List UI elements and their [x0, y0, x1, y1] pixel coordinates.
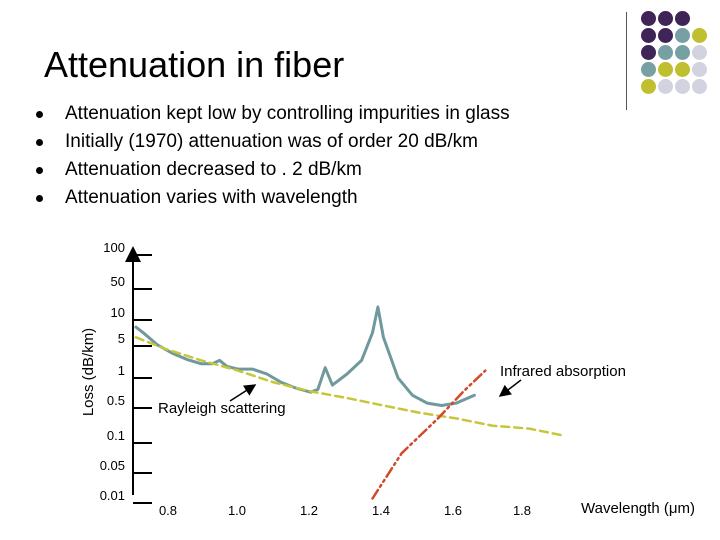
bullet-dot-icon [36, 166, 43, 174]
decorative-dot [641, 28, 656, 43]
decorative-dot [658, 79, 673, 94]
decorative-dot [658, 45, 673, 60]
bullet-item: Attenuation kept low by controlling impu… [36, 100, 510, 128]
decorative-dot [675, 45, 690, 60]
bullet-list: Attenuation kept low by controlling impu… [36, 100, 510, 212]
bullet-dot-icon [36, 138, 43, 146]
decorative-divider [626, 12, 627, 110]
bullet-dot-icon [36, 194, 43, 202]
decorative-dot [675, 28, 690, 43]
bullet-item: Initially (1970) attenuation was of orde… [36, 128, 510, 156]
annotation-arrow [498, 379, 522, 397]
decorative-dot [692, 45, 707, 60]
x-tick-label: 1.8 [513, 503, 531, 518]
bullet-text: Attenuation varies with wavelength [65, 187, 358, 208]
x-tick-label: 1.6 [444, 503, 462, 518]
y-tick-label: 0.5 [107, 393, 125, 408]
x-tick-label: 1.0 [228, 503, 246, 518]
decorative-dot [658, 11, 673, 26]
annotation-arrow [229, 384, 257, 402]
decorative-dot [675, 62, 690, 77]
y-tick-label: 50 [111, 274, 125, 289]
y-tick-label: 0.05 [100, 458, 125, 473]
series-line-rayleigh-scattering [134, 336, 567, 438]
series-line-infrared-absorption [371, 369, 487, 500]
y-tick-label: 0.1 [107, 428, 125, 443]
decorative-dot [692, 62, 707, 77]
decorative-dot [641, 62, 656, 77]
y-tick-label: 10 [111, 305, 125, 320]
slide-title: Attenuation in fiber [44, 44, 345, 85]
bullet-text: Initially (1970) attenuation was of orde… [65, 131, 478, 152]
decorative-dot [658, 28, 673, 43]
annotation-rayleigh: Rayleigh scattering [158, 400, 286, 417]
annotation-infrared: Infrared absorption [500, 363, 626, 380]
y-tick-label: 5 [118, 331, 125, 346]
decorative-dot [692, 79, 707, 94]
x-tick-label: 1.4 [372, 503, 390, 518]
y-axis-title: Loss (dB/km) [80, 328, 97, 416]
x-tick-label: 0.8 [159, 503, 177, 518]
x-axis-title: Wavelength (μm) [581, 500, 695, 517]
y-tick-label: 100 [103, 240, 125, 255]
bullet-item: Attenuation varies with wavelength [36, 184, 510, 212]
decorative-dot [641, 45, 656, 60]
decorative-dot [641, 79, 656, 94]
x-tick-label: 1.2 [300, 503, 318, 518]
decorative-dot [658, 62, 673, 77]
decorative-dot [675, 11, 690, 26]
bullet-text: Attenuation decreased to . 2 dB/km [65, 159, 362, 180]
bullet-item: Attenuation decreased to . 2 dB/km [36, 156, 510, 184]
y-tick-label: 0.01 [100, 488, 125, 503]
decorative-dot [641, 11, 656, 26]
decorative-dot [692, 28, 707, 43]
bullet-text: Attenuation kept low by controlling impu… [65, 103, 510, 124]
bullet-dot-icon [36, 110, 43, 118]
decorative-dot [675, 79, 690, 94]
y-tick-label: 1 [118, 363, 125, 378]
